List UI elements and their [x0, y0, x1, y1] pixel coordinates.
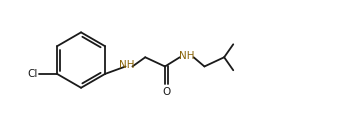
Text: NH: NH [119, 60, 134, 70]
Text: NH: NH [179, 51, 195, 61]
Text: O: O [162, 87, 171, 97]
Text: Cl: Cl [27, 69, 37, 79]
